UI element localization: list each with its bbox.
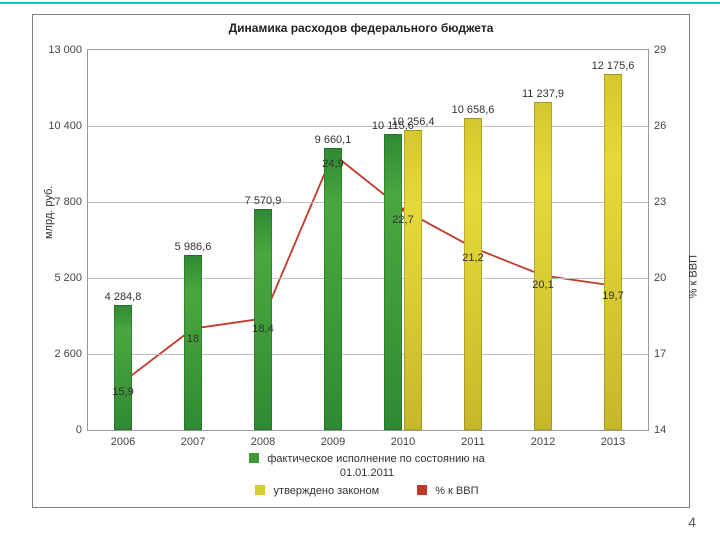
x-tick: 2013 [601, 436, 625, 448]
x-tick: 2012 [531, 436, 555, 448]
slide: Динамика расходов федерального бюджета м… [0, 0, 720, 540]
y-left-tick: 13 000 [48, 44, 82, 56]
chart-frame: Динамика расходов федерального бюджета м… [32, 14, 690, 508]
y-left-tick: 7 800 [54, 196, 82, 208]
line-point-label: 20,1 [532, 279, 553, 291]
line-point-label: 24,9 [322, 158, 343, 170]
line-point-label: 18 [187, 333, 199, 345]
x-tick: 2008 [251, 436, 275, 448]
bar-label: 5 986,6 [175, 241, 212, 253]
legend: фактическое исполнение по состоянию на 0… [87, 453, 647, 497]
y-right-tick: 17 [654, 348, 666, 360]
x-tick: 2006 [111, 436, 135, 448]
x-tick: 2010 [391, 436, 415, 448]
y-right-axis-title: % к ВВП [687, 255, 699, 298]
line-point-label: 19,7 [602, 290, 623, 302]
y-right-tick: 20 [654, 272, 666, 284]
y-right-tick: 26 [654, 120, 666, 132]
bar-approved [604, 74, 622, 430]
slide-number: 4 [688, 514, 696, 530]
y-left-axis-title: млрд. руб. [43, 186, 55, 239]
legend-red-label: % к ВВП [435, 485, 478, 497]
line-point-label: 21,2 [462, 252, 483, 264]
bar-label: 4 284,8 [105, 291, 142, 303]
bar-label: 9 660,1 [315, 134, 352, 146]
line-point-label: 22,7 [392, 214, 413, 226]
bar-label: 12 175,6 [592, 60, 635, 72]
legend-green: фактическое исполнение по состоянию на [87, 453, 647, 465]
line-point-label: 18,4 [252, 323, 273, 335]
line-point-label: 15,9 [112, 386, 133, 398]
legend-swatch-yellow [255, 485, 265, 495]
bar-approved [464, 118, 482, 430]
plot-area: 0142 600175 200207 8002310 4002613 00029… [87, 49, 649, 431]
gridline [88, 354, 648, 355]
bar-actual [384, 134, 402, 430]
x-tick: 2007 [181, 436, 205, 448]
x-tick: 2011 [461, 436, 485, 448]
y-right-tick: 14 [654, 424, 666, 436]
x-tick: 2009 [321, 436, 345, 448]
bar-approved [534, 102, 552, 430]
bar-label: 11 237,9 [522, 88, 564, 100]
bar-actual [114, 305, 132, 430]
y-left-tick: 0 [76, 424, 82, 436]
legend-yellow-label: утверждено законом [274, 485, 380, 497]
bar-label: 10 256,4 [392, 116, 435, 128]
legend-swatch-green [249, 453, 259, 463]
chart-title: Динамика расходов федерального бюджета [33, 21, 689, 35]
gridline [88, 202, 648, 203]
legend-yellow: утверждено законом [255, 485, 379, 497]
bar-label: 10 658,6 [452, 104, 495, 116]
gridline [88, 278, 648, 279]
bar-actual [254, 209, 272, 430]
accent-line [0, 2, 720, 4]
y-left-tick: 10 400 [48, 120, 82, 132]
gridline [88, 126, 648, 127]
legend-date: 01.01.2011 [87, 467, 647, 479]
bar-label: 7 570,9 [245, 195, 282, 207]
y-right-tick: 29 [654, 44, 666, 56]
legend-swatch-red [417, 485, 427, 495]
bar-actual [324, 148, 342, 430]
legend-red: % к ВВП [417, 485, 478, 497]
line-series [88, 50, 648, 430]
y-left-tick: 5 200 [54, 272, 82, 284]
y-left-tick: 2 600 [54, 348, 82, 360]
legend-green-label: фактическое исполнение по состоянию на [267, 453, 484, 465]
bar-approved [404, 130, 422, 430]
y-right-tick: 23 [654, 196, 666, 208]
